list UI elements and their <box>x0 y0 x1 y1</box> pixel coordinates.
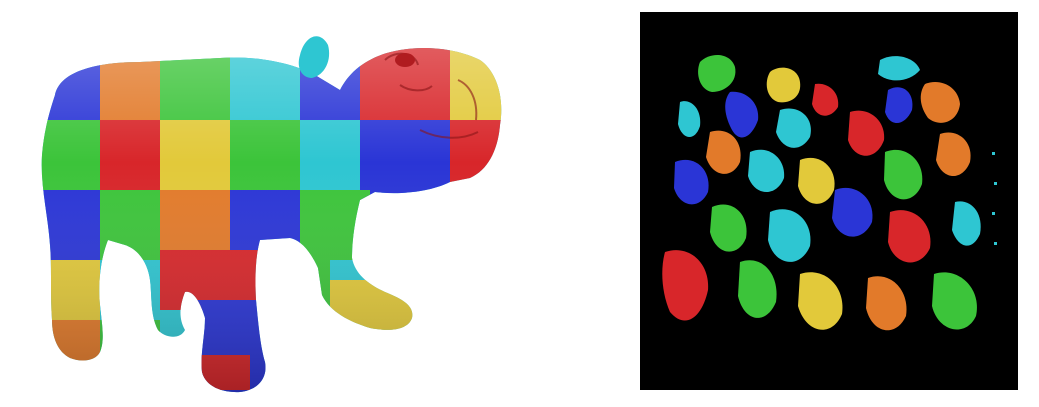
bulldog-eye <box>395 53 415 67</box>
uv-chart <box>725 91 759 138</box>
bulldog-render-panel <box>41 36 502 393</box>
uv-chart <box>768 209 811 262</box>
uv-chart <box>888 210 931 263</box>
bulldog-ear <box>298 36 330 78</box>
uv-chart <box>798 272 843 330</box>
uv-chart <box>932 272 977 330</box>
uv-chart <box>812 83 839 116</box>
uv-chart <box>920 82 960 123</box>
uv-chart <box>678 101 701 138</box>
uv-small-fragments <box>992 152 997 245</box>
bulldog-render <box>41 36 502 393</box>
uv-chart <box>748 149 785 193</box>
uv-chart <box>674 159 709 205</box>
uv-atlas-panel <box>640 12 1018 390</box>
uv-chart <box>848 110 885 156</box>
uv-chart <box>885 87 913 124</box>
uv-chart <box>698 55 736 92</box>
uv-chart <box>936 132 971 177</box>
uv-chart-islands <box>662 55 981 331</box>
uv-chart <box>952 201 981 246</box>
uv-chart <box>878 56 920 81</box>
uv-chart <box>776 108 811 148</box>
uv-chart <box>832 187 873 237</box>
uv-chart <box>884 149 923 200</box>
bulldog-checker-texture <box>41 48 502 393</box>
uv-chart <box>798 157 835 204</box>
uv-chart <box>662 250 709 321</box>
uv-atlas <box>640 12 1018 390</box>
uv-chart <box>738 260 777 318</box>
uv-chart <box>866 276 907 331</box>
uv-chart <box>710 204 747 252</box>
uv-chart <box>706 130 741 174</box>
uv-chart <box>766 67 801 103</box>
